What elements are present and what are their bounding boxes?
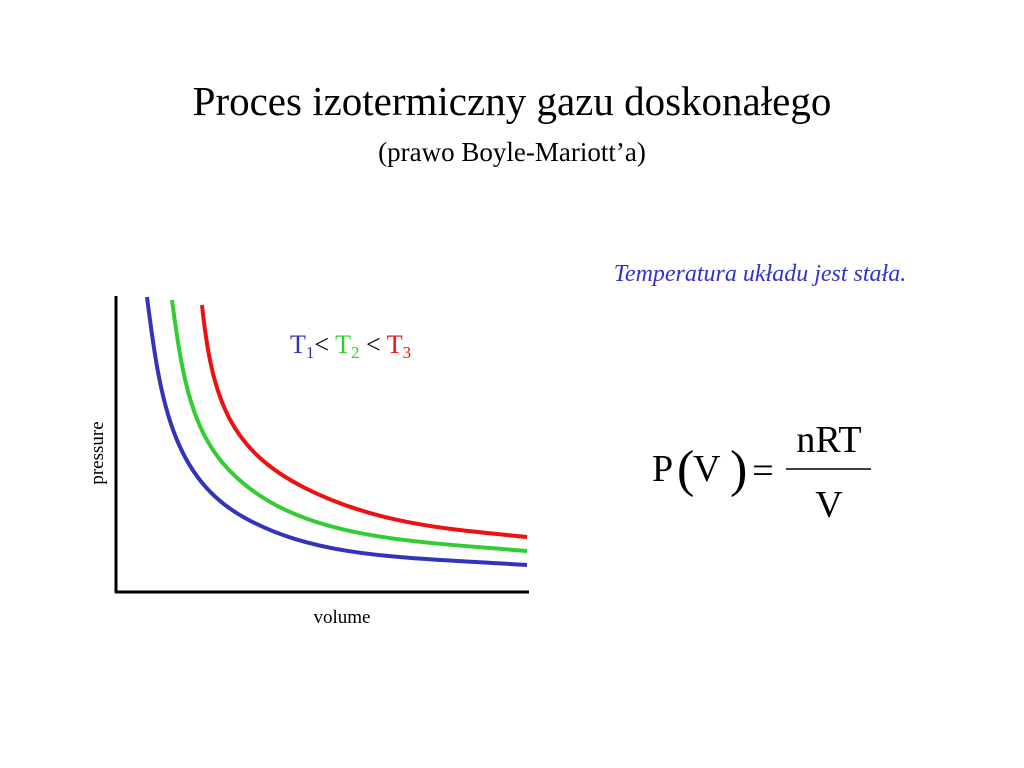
equation-denominator: V	[815, 484, 843, 526]
y-axis-label: pressure	[87, 421, 108, 484]
title: Proces izotermiczny gazu doskonałego	[193, 78, 832, 124]
legend-symbol: T	[290, 330, 306, 359]
equation-lhs: P	[652, 448, 673, 490]
isotherm-curve	[145, 296, 528, 567]
plot: volume pressure T1< T2 < T3	[87, 296, 529, 628]
equation-paren: (	[677, 441, 694, 498]
legend-subscript: 3	[403, 343, 412, 362]
equation-numerator: nRT	[796, 419, 861, 461]
legend-symbol: T	[387, 330, 403, 359]
equation-equals: =	[752, 450, 773, 492]
equation: P ( V ) = nRT V	[652, 419, 871, 526]
relation: <	[366, 330, 381, 359]
legend-symbol: T	[335, 330, 351, 359]
isotherm-curve	[170, 299, 528, 553]
subtitle: (prawo Boyle-Mariott’a)	[378, 137, 646, 167]
isotherm-curve	[200, 304, 528, 539]
equation-arg: V	[693, 448, 721, 490]
legend-subscript: 1	[306, 343, 315, 362]
legend: T1< T2 < T3	[290, 330, 411, 364]
legend-subscript: 2	[351, 343, 360, 362]
relation: <	[314, 330, 329, 359]
note: Temperatura układu jest stała.	[614, 261, 906, 287]
x-axis-label: volume	[314, 607, 371, 628]
equation-paren: )	[730, 441, 747, 498]
